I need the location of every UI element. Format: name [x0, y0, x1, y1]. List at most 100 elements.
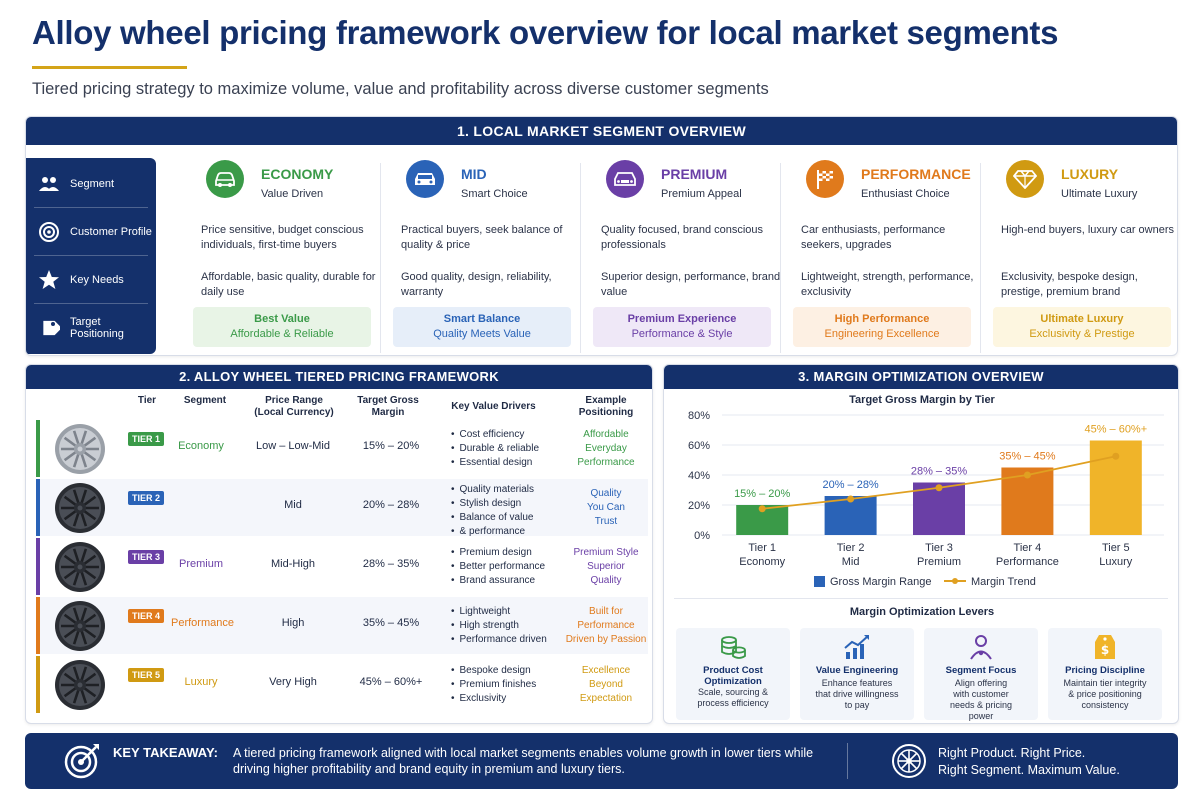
y-tick-label: 80%	[688, 410, 710, 422]
col-header-drivers: Key Value Drivers	[451, 401, 536, 412]
checkered-flag-icon	[806, 160, 844, 198]
tier-example-positioning: Built for Performance Driven by Passion	[556, 605, 652, 647]
y-tick-label: 40%	[688, 470, 710, 482]
tier-example-positioning: Quality You Can Trust	[556, 487, 652, 529]
x-tick-sublabel: Economy	[739, 556, 785, 568]
positioning-subtitle: Quality Meets Value	[433, 328, 531, 340]
takeaway-label: KEY TAKEAWAY:	[113, 745, 218, 760]
wheel-icon	[891, 743, 927, 784]
example-line: Trust	[594, 516, 618, 527]
positioning-title: Best Value	[254, 313, 310, 325]
tier-target-margin: 28% – 35%	[362, 558, 420, 570]
tier-segment: Performance	[171, 617, 234, 629]
segment-customer-profile: Practical buyers, seek balance of qualit…	[401, 224, 563, 251]
lever-title: Pricing Discipline	[1048, 665, 1162, 676]
table-row: TIER 4 Performance High 35% – 45% Lightw…	[36, 597, 648, 654]
col-header-tier: Tier	[137, 395, 157, 406]
pricing-framework-header: 2. ALLOY WHEEL TIERED PRICING FRAMEWORK	[26, 365, 652, 389]
trend-point	[935, 484, 943, 492]
value-driver: Balance of value	[451, 511, 561, 525]
margin-optimization-panel: 3. MARGIN OPTIMIZATION OVERVIEW Target G…	[663, 364, 1179, 724]
segment-customer-profile: Quality focused, brand conscious profess…	[601, 224, 764, 251]
lever-title: Segment Focus	[924, 665, 1038, 676]
value-driver: Premium design	[451, 546, 561, 560]
table-row: TIER 3 Premium Mid-High 28% – 35% Premiu…	[36, 538, 648, 595]
legend-swatch-point	[952, 578, 958, 584]
example-line: Premium Style	[573, 547, 639, 558]
row-label-text: Segment	[70, 178, 115, 190]
segment-column-premium: PREMIUM Premium Appeal Quality focused, …	[584, 153, 781, 353]
car-front-icon	[406, 160, 444, 198]
table-row: TIER 1 Economy Low – Low-Mid 15% – 20% C…	[36, 420, 648, 477]
table-row: TIER 5 Luxury Very High 45% – 60%+ Bespo…	[36, 656, 648, 713]
lever-text-line: to pay	[844, 700, 870, 710]
growth-chart-icon	[842, 632, 872, 667]
col-header-segment: Segment	[183, 395, 227, 406]
positioning-title: High Performance	[834, 313, 930, 325]
pricing-framework-panel: 2. ALLOY WHEEL TIERED PRICING FRAMEWORK …	[25, 364, 653, 724]
example-line: Driven by Passion	[565, 634, 647, 645]
example-line: You Can	[587, 502, 625, 513]
tier-price-range: Mid-High	[270, 558, 315, 570]
y-tick-label: 20%	[688, 500, 710, 512]
page-subtitle: Tiered pricing strategy to maximize volu…	[32, 80, 769, 98]
segment-customer-profile: High-end buyers, luxury car owners	[1001, 224, 1175, 236]
lever-description: Enhance features that drive willingness to…	[804, 678, 910, 711]
x-tick-label: Tier 3	[925, 542, 953, 554]
tier-badge: TIER 5	[128, 668, 164, 682]
column-divider	[380, 163, 381, 353]
tier-badge: TIER 3	[128, 550, 164, 564]
column-divider	[980, 163, 981, 353]
row-label-target-positioning: Target Positioning	[26, 304, 156, 352]
data-label: 20% – 28%	[822, 479, 878, 491]
data-label: 45% – 60%+	[1084, 424, 1147, 436]
lever-description: Align offering with customer needs & prici…	[928, 678, 1034, 722]
tier-price-range: High	[281, 617, 305, 629]
segment-positioning: High Performance Engineering Excellence	[793, 307, 971, 347]
tier-color-bar	[36, 538, 40, 595]
lever-text-line: Align offering	[954, 678, 1008, 688]
segment-key-needs: Superior design, performance, brand valu…	[601, 271, 781, 298]
lever-title-line1: Pricing Discipline	[1065, 665, 1145, 676]
table-row: TIER 2 Mid 20% – 28% Quality materialsSt…	[36, 479, 648, 537]
lever-card: Segment Focus Align offering with custome…	[924, 628, 1038, 722]
alloy-wheel-icon	[54, 600, 106, 657]
example-line: Quality	[590, 575, 622, 586]
tier-target-margin: 20% – 28%	[362, 499, 420, 511]
segment-column-performance: PERFORMANCE Enthusiast Choice Car enthus…	[784, 153, 981, 353]
lever-card: Value Engineering Enhance features that d…	[800, 628, 914, 720]
takeaway-slogan-line2: Right Segment. Maximum Value.	[938, 763, 1120, 777]
segment-positioning: Ultimate Luxury Exclusivity & Prestige	[993, 307, 1171, 347]
value-driver: Quality materials	[451, 483, 561, 497]
col-header-margin-line2: Margin	[371, 407, 405, 418]
lever-text-line: needs & pricing	[949, 700, 1013, 710]
positioning-title: Smart Balance	[443, 313, 521, 325]
segment-positioning: Best Value Affordable & Reliable	[193, 307, 371, 347]
example-line: Performance	[577, 620, 635, 631]
lever-text-line: Scale, sourcing &	[697, 687, 769, 697]
col-header-example: Example Positioning	[556, 395, 652, 419]
divider	[674, 598, 1168, 599]
tier-segment: Premium	[178, 558, 223, 570]
legend-label-bars: Gross Margin Range	[830, 576, 932, 588]
levers-title: Margin Optimization Levers	[849, 606, 995, 618]
data-label: 15% – 20%	[734, 488, 790, 500]
tier-segment: Luxury	[184, 676, 218, 688]
value-driver: Cost efficiency	[451, 428, 561, 442]
value-driver: Premium finishes	[451, 678, 561, 692]
takeaway-slogan: Right Product. Right Price. Right Segmen…	[938, 745, 1120, 779]
positioning-subtitle: Exclusivity & Prestige	[1029, 328, 1135, 340]
lever-title: Product Cost Optimization	[676, 665, 790, 687]
tier-target-margin: 15% – 20%	[362, 440, 420, 452]
positioning-subtitle: Affordable & Reliable	[230, 328, 334, 340]
segment-name: ECONOMY	[261, 166, 334, 182]
star-icon	[38, 269, 60, 291]
tier-example-positioning: Affordable Everyday Performance	[556, 428, 652, 470]
lever-text-line: Maintain tier integrity	[1063, 678, 1147, 688]
column-divider	[780, 163, 781, 353]
takeaway-separator	[847, 743, 848, 779]
lever-text-line: with customer	[953, 689, 1009, 699]
tier-value-drivers: Premium designBetter performanceBrand as…	[451, 546, 561, 588]
lever-title-line1: Segment Focus	[945, 665, 1017, 676]
example-line: Affordable	[583, 429, 629, 440]
